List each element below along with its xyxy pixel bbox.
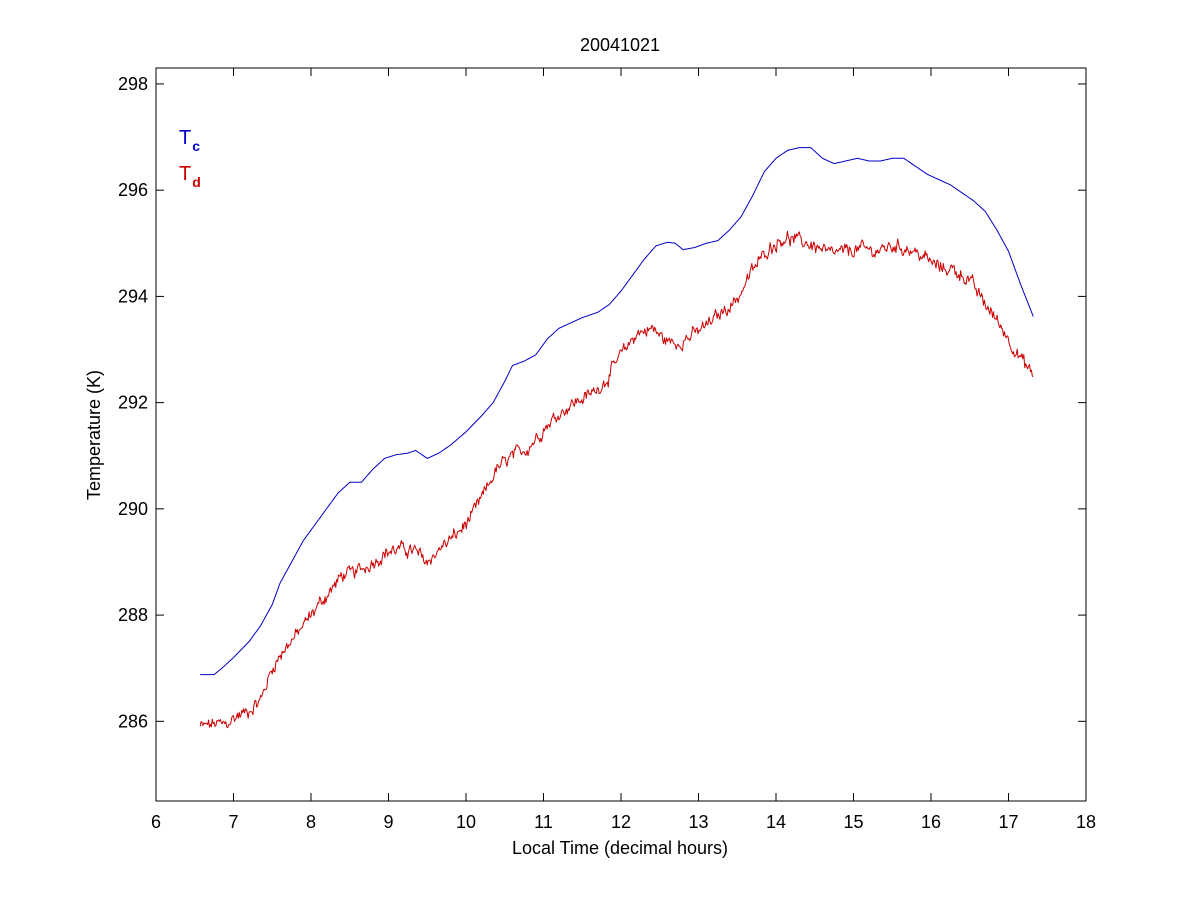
x-tick-label: 16 — [921, 812, 941, 832]
x-tick-label: 17 — [998, 812, 1018, 832]
x-tick-label: 12 — [611, 812, 631, 832]
x-tick-label: 6 — [151, 812, 161, 832]
x-tick-label: 10 — [456, 812, 476, 832]
y-tick-label: 298 — [118, 74, 148, 94]
legend-label-d: Td — [179, 163, 201, 190]
x-tick-label: 13 — [688, 812, 708, 832]
y-axis: 286 288 290 292 294 296 298 — [118, 74, 1086, 731]
series-layer — [199, 147, 1034, 729]
x-tick-label: 11 — [534, 812, 553, 832]
x-tick-label: 15 — [843, 812, 863, 832]
y-tick-label: 292 — [118, 393, 148, 413]
series-line-c — [200, 147, 1034, 676]
x-tick-label: 9 — [383, 812, 393, 832]
legend-label-c: Tc — [179, 127, 200, 154]
chart-title: 20041021 — [580, 35, 660, 55]
y-axis-label: Temperature (K) — [84, 370, 104, 500]
x-tick-label: 14 — [766, 812, 786, 832]
y-tick-label: 294 — [118, 286, 148, 306]
x-tick-label: 7 — [228, 812, 238, 832]
y-tick-label: 290 — [118, 499, 148, 519]
y-tick-label: 288 — [118, 605, 148, 625]
y-tick-label: 296 — [118, 180, 148, 200]
x-axis: 6 7 8 9 10 11 12 13 14 15 16 17 18 — [151, 68, 1096, 832]
x-tick-label: 8 — [306, 812, 316, 832]
y-tick-label: 286 — [118, 711, 148, 731]
series-line-d — [199, 230, 1034, 729]
x-axis-label: Local Time (decimal hours) — [512, 838, 728, 858]
legend: Tc Td — [179, 127, 201, 190]
x-tick-label: 18 — [1076, 812, 1096, 832]
